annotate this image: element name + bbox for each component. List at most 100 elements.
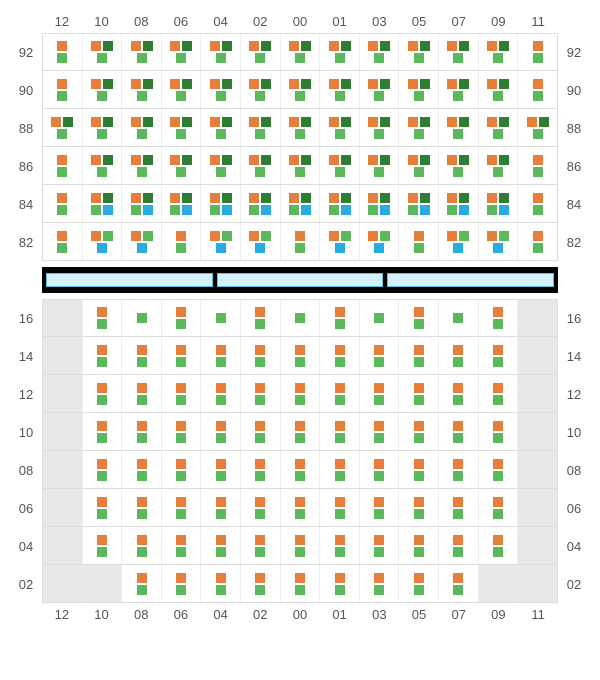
- grid-cell[interactable]: [479, 71, 519, 108]
- grid-cell[interactable]: [43, 527, 83, 564]
- grid-cell[interactable]: [518, 375, 557, 412]
- grid-cell[interactable]: [518, 337, 557, 374]
- grid-cell[interactable]: [518, 71, 557, 108]
- grid-cell[interactable]: [122, 565, 162, 602]
- grid-cell[interactable]: [241, 300, 281, 336]
- grid-cell[interactable]: [122, 375, 162, 412]
- grid-cell[interactable]: [479, 413, 519, 450]
- grid-cell[interactable]: [122, 185, 162, 222]
- grid-cell[interactable]: [241, 337, 281, 374]
- grid-cell[interactable]: [399, 109, 439, 146]
- grid-cell[interactable]: [439, 71, 479, 108]
- grid-cell[interactable]: [241, 109, 281, 146]
- grid-cell[interactable]: [162, 527, 202, 564]
- grid-cell[interactable]: [162, 337, 202, 374]
- grid-cell[interactable]: [479, 185, 519, 222]
- grid-cell[interactable]: [162, 185, 202, 222]
- grid-cell[interactable]: [281, 451, 321, 488]
- grid-cell[interactable]: [281, 223, 321, 260]
- grid-cell[interactable]: [241, 375, 281, 412]
- grid-cell[interactable]: [399, 71, 439, 108]
- grid-cell[interactable]: [122, 337, 162, 374]
- grid-cell[interactable]: [241, 527, 281, 564]
- grid-cell[interactable]: [360, 527, 400, 564]
- grid-cell[interactable]: [518, 527, 557, 564]
- grid-cell[interactable]: [122, 223, 162, 260]
- grid-cell[interactable]: [360, 223, 400, 260]
- grid-cell[interactable]: [360, 147, 400, 184]
- grid-cell[interactable]: [360, 34, 400, 70]
- grid-cell[interactable]: [83, 565, 123, 602]
- grid-cell[interactable]: [162, 71, 202, 108]
- grid-cell[interactable]: [162, 413, 202, 450]
- grid-cell[interactable]: [281, 34, 321, 70]
- grid-cell[interactable]: [360, 413, 400, 450]
- grid-cell[interactable]: [399, 413, 439, 450]
- grid-cell[interactable]: [439, 109, 479, 146]
- grid-cell[interactable]: [201, 413, 241, 450]
- grid-cell[interactable]: [241, 34, 281, 70]
- grid-cell[interactable]: [320, 337, 360, 374]
- grid-cell[interactable]: [479, 375, 519, 412]
- grid-cell[interactable]: [162, 375, 202, 412]
- grid-cell[interactable]: [399, 489, 439, 526]
- grid-cell[interactable]: [281, 337, 321, 374]
- grid-cell[interactable]: [399, 147, 439, 184]
- grid-cell[interactable]: [43, 223, 83, 260]
- grid-cell[interactable]: [83, 34, 123, 70]
- grid-cell[interactable]: [162, 223, 202, 260]
- grid-cell[interactable]: [122, 147, 162, 184]
- grid-cell[interactable]: [399, 375, 439, 412]
- grid-cell[interactable]: [83, 489, 123, 526]
- grid-cell[interactable]: [201, 185, 241, 222]
- grid-cell[interactable]: [479, 147, 519, 184]
- grid-cell[interactable]: [439, 527, 479, 564]
- grid-cell[interactable]: [320, 185, 360, 222]
- grid-cell[interactable]: [360, 109, 400, 146]
- grid-cell[interactable]: [439, 413, 479, 450]
- grid-cell[interactable]: [399, 185, 439, 222]
- grid-cell[interactable]: [360, 185, 400, 222]
- grid-cell[interactable]: [281, 489, 321, 526]
- grid-cell[interactable]: [83, 147, 123, 184]
- grid-cell[interactable]: [43, 413, 83, 450]
- grid-cell[interactable]: [320, 375, 360, 412]
- grid-cell[interactable]: [320, 109, 360, 146]
- grid-cell[interactable]: [479, 109, 519, 146]
- grid-cell[interactable]: [518, 413, 557, 450]
- grid-cell[interactable]: [439, 185, 479, 222]
- grid-cell[interactable]: [201, 565, 241, 602]
- grid-cell[interactable]: [241, 565, 281, 602]
- grid-cell[interactable]: [43, 489, 83, 526]
- grid-cell[interactable]: [399, 565, 439, 602]
- grid-cell[interactable]: [43, 337, 83, 374]
- grid-cell[interactable]: [518, 34, 557, 70]
- grid-cell[interactable]: [479, 223, 519, 260]
- grid-cell[interactable]: [162, 147, 202, 184]
- grid-cell[interactable]: [439, 34, 479, 70]
- grid-cell[interactable]: [439, 337, 479, 374]
- grid-cell[interactable]: [43, 375, 83, 412]
- grid-cell[interactable]: [320, 413, 360, 450]
- grid-cell[interactable]: [518, 147, 557, 184]
- grid-cell[interactable]: [281, 413, 321, 450]
- grid-cell[interactable]: [122, 413, 162, 450]
- grid-cell[interactable]: [122, 489, 162, 526]
- grid-cell[interactable]: [83, 337, 123, 374]
- grid-cell[interactable]: [479, 565, 519, 602]
- grid-cell[interactable]: [201, 527, 241, 564]
- grid-cell[interactable]: [360, 71, 400, 108]
- grid-cell[interactable]: [201, 489, 241, 526]
- grid-cell[interactable]: [281, 527, 321, 564]
- grid-cell[interactable]: [399, 527, 439, 564]
- grid-cell[interactable]: [281, 375, 321, 412]
- grid-cell[interactable]: [162, 565, 202, 602]
- grid-cell[interactable]: [320, 147, 360, 184]
- grid-cell[interactable]: [281, 109, 321, 146]
- grid-cell[interactable]: [479, 337, 519, 374]
- grid-cell[interactable]: [320, 300, 360, 336]
- grid-cell[interactable]: [479, 489, 519, 526]
- grid-cell[interactable]: [122, 300, 162, 336]
- grid-cell[interactable]: [122, 71, 162, 108]
- grid-cell[interactable]: [281, 565, 321, 602]
